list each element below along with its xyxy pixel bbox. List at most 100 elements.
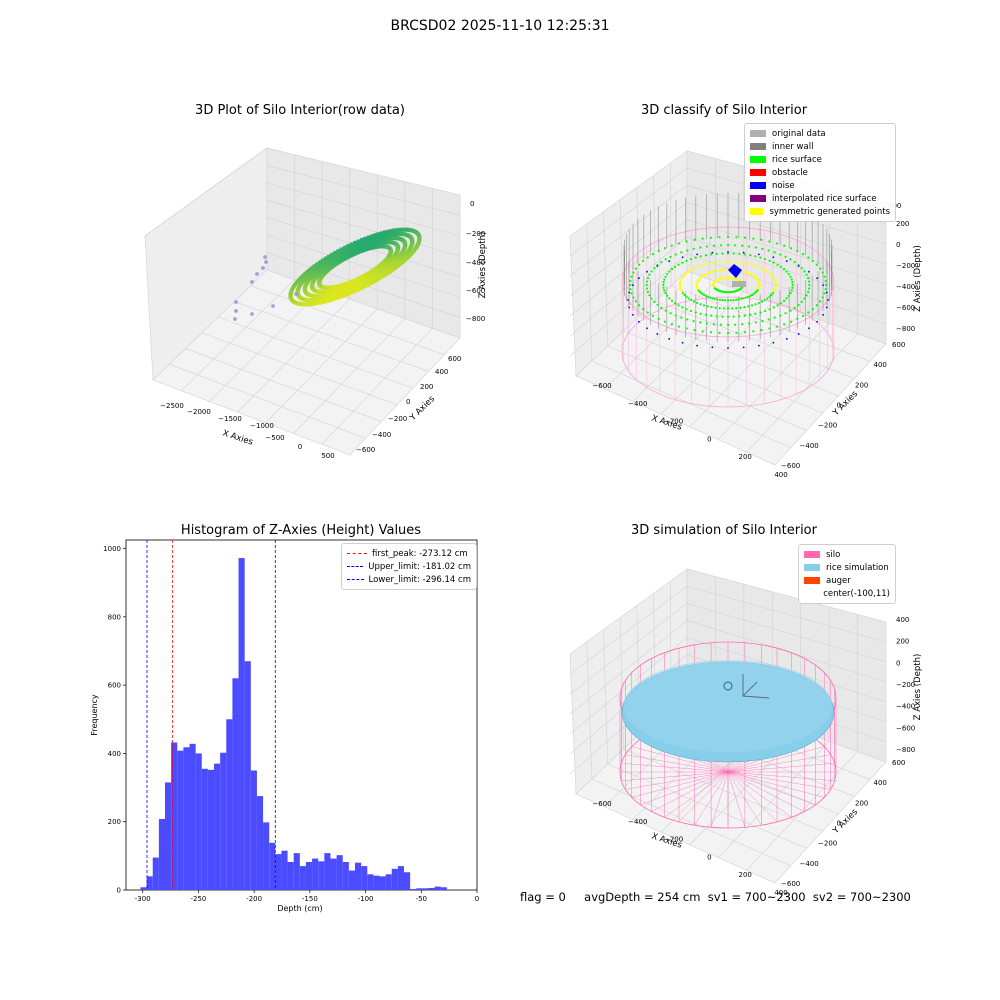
data-point	[363, 278, 368, 283]
rice-point	[712, 323, 715, 326]
rice-point	[689, 257, 693, 261]
outlier-point	[234, 309, 238, 313]
rice-point	[824, 283, 828, 287]
data-point	[296, 293, 301, 298]
rice-point	[686, 249, 689, 252]
floor	[575, 270, 887, 466]
data-point	[417, 234, 422, 240]
data-point	[330, 291, 335, 296]
rice-point	[741, 284, 744, 287]
data-point	[372, 270, 377, 275]
rice-point	[735, 289, 738, 292]
grid-line	[569, 671, 688, 775]
data-point	[329, 258, 335, 263]
grid-line	[180, 279, 295, 391]
data-point	[311, 287, 316, 292]
data-point	[326, 267, 331, 273]
rice-point	[773, 316, 776, 319]
rice-point	[696, 281, 699, 284]
silo-floor-wire	[727, 771, 746, 828]
rice-point	[710, 314, 713, 317]
rice-point	[789, 247, 793, 250]
rice-point	[752, 330, 755, 333]
data-point	[306, 272, 311, 278]
data-point	[375, 271, 381, 276]
legend-label: center(-100,11)	[823, 588, 890, 599]
data-point	[302, 288, 308, 293]
y-tick-label: −600	[356, 446, 375, 454]
data-point	[343, 289, 349, 295]
data-point	[337, 253, 342, 259]
rice-point	[815, 304, 818, 307]
rice-point	[692, 267, 696, 270]
data-point	[375, 244, 380, 249]
data-point	[361, 239, 367, 245]
rice-point	[768, 295, 771, 298]
data-point	[321, 285, 327, 290]
data-point	[331, 260, 336, 265]
histogram-bar	[434, 886, 441, 890]
data-point	[388, 262, 393, 267]
rice-point	[685, 327, 688, 330]
data-point	[411, 228, 417, 234]
silo-floor-wire	[678, 771, 729, 823]
data-point	[372, 267, 377, 272]
rice-point	[715, 279, 718, 282]
data-point	[302, 271, 307, 277]
rice-point	[715, 288, 718, 291]
data-point	[362, 247, 367, 253]
x-tick-label: 0	[707, 853, 711, 861]
rice-point	[714, 287, 717, 290]
data-point	[402, 232, 407, 237]
rice-point	[811, 307, 814, 311]
data-point	[373, 244, 379, 250]
data-point	[340, 249, 346, 254]
data-point	[386, 232, 391, 237]
legend-item-rice-surface: rice surface	[750, 153, 890, 166]
data-point	[337, 289, 342, 294]
data-point	[321, 260, 326, 266]
rice-point	[638, 304, 641, 307]
grid-line	[632, 709, 745, 820]
rice-point	[801, 314, 805, 317]
rice-point	[704, 273, 707, 276]
grid-line	[569, 637, 688, 735]
grid-line	[144, 147, 268, 237]
data-point	[363, 284, 368, 289]
data-point	[310, 285, 315, 290]
legend-label: noise	[772, 180, 795, 191]
data-point	[388, 240, 394, 245]
rice-point	[650, 270, 653, 273]
data-point	[363, 272, 369, 277]
noise-point	[668, 337, 671, 340]
data-point	[313, 275, 318, 281]
data-point	[324, 296, 329, 301]
rice-point	[662, 283, 665, 287]
data-point	[305, 291, 310, 297]
legend-swatch	[750, 195, 766, 202]
rice-point	[729, 268, 732, 271]
outlier-point	[264, 260, 268, 264]
data-point	[317, 279, 322, 285]
data-point	[296, 286, 301, 291]
histogram-bar	[177, 750, 184, 890]
noise-point	[681, 341, 684, 344]
panel1-title: 3D Plot of Silo Interior(row data)	[195, 103, 405, 118]
grid-line	[619, 199, 624, 332]
rice-point	[758, 285, 761, 288]
data-point	[317, 293, 322, 299]
rice-point	[735, 278, 738, 281]
center-marker	[723, 681, 733, 691]
outlier-point	[255, 272, 259, 276]
data-point	[331, 284, 337, 290]
data-point	[391, 231, 396, 237]
histogram-bar	[373, 875, 380, 890]
histogram-bar	[330, 858, 337, 890]
rice-point	[696, 265, 699, 269]
rice-point	[741, 283, 744, 287]
silo-floor-wire	[694, 718, 729, 773]
rice-point	[735, 307, 738, 310]
data-point	[341, 257, 347, 262]
data-point	[395, 244, 400, 249]
data-point	[349, 242, 354, 247]
